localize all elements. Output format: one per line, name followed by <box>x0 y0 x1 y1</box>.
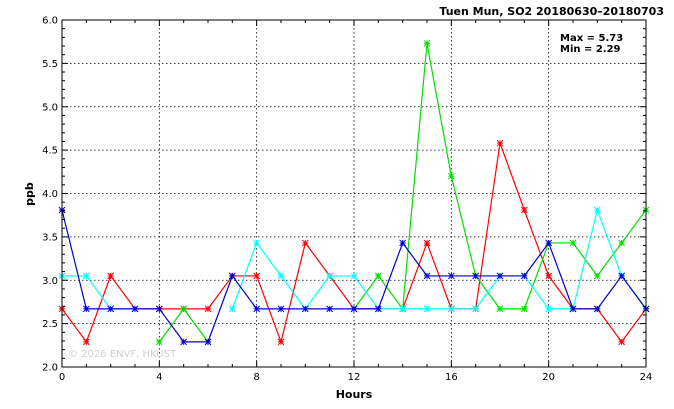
data-point-marker <box>374 272 382 280</box>
data-point-marker <box>618 239 626 247</box>
data-point-marker <box>155 305 163 313</box>
data-point-marker <box>107 272 115 280</box>
data-point-marker <box>131 305 139 313</box>
y-tick-label: 4.0 <box>42 189 58 200</box>
data-point-marker <box>447 305 455 313</box>
data-point-marker <box>253 272 261 280</box>
series-group <box>58 40 650 346</box>
series-4 <box>58 206 650 346</box>
data-point-marker <box>472 272 480 280</box>
x-axis-title: Hours <box>336 388 373 401</box>
data-point-marker <box>593 272 601 280</box>
data-point-marker <box>545 305 553 313</box>
watermark: © 2026 ENVF, HKUST <box>68 349 177 360</box>
data-point-marker <box>301 239 309 247</box>
data-point-marker <box>326 272 334 280</box>
max-annotation: Max = 5.73 <box>560 33 623 44</box>
data-point-marker <box>82 305 90 313</box>
series-line <box>62 275 135 310</box>
data-point-marker <box>204 338 212 346</box>
y-tick-label: 5.0 <box>42 102 58 113</box>
data-point-marker <box>496 272 504 280</box>
data-point-marker <box>180 338 188 346</box>
x-tick-label: 12 <box>348 372 361 383</box>
data-point-marker <box>277 272 285 280</box>
data-point-marker <box>399 239 407 247</box>
data-point-marker <box>569 239 577 247</box>
data-point-marker <box>204 305 212 313</box>
y-axis-title: ppb <box>23 182 36 206</box>
axis-ticks: 0 4 8 12 16 20 24 2.0 2.5 3.0 3.5 4.0 4.5 5.0 5.5 6.0 <box>42 16 652 384</box>
x-tick-label: 24 <box>640 372 653 383</box>
y-tick-label: 5.5 <box>42 59 58 70</box>
data-point-marker <box>618 272 626 280</box>
data-point-marker <box>82 272 90 280</box>
data-point-marker <box>423 40 431 47</box>
data-point-marker <box>253 239 261 247</box>
data-point-marker <box>326 305 334 313</box>
data-point-marker <box>399 305 407 313</box>
data-point-marker <box>155 338 163 346</box>
data-point-marker <box>423 305 431 313</box>
y-tick-label: 3.0 <box>42 276 58 287</box>
data-point-marker <box>301 305 309 313</box>
data-point-marker <box>82 338 90 346</box>
data-point-marker <box>472 305 480 313</box>
data-point-marker <box>447 172 455 180</box>
y-tick-label: 6.0 <box>42 16 58 27</box>
data-point-marker <box>228 305 236 313</box>
data-point-marker <box>593 305 601 313</box>
data-point-marker <box>228 272 236 280</box>
data-point-marker <box>350 272 358 280</box>
data-point-marker <box>618 338 626 346</box>
data-point-marker <box>180 305 188 313</box>
data-point-marker <box>520 305 528 313</box>
data-point-marker <box>423 239 431 247</box>
data-point-marker <box>447 272 455 280</box>
data-point-marker <box>496 139 504 147</box>
data-point-marker <box>520 272 528 280</box>
x-tick-label: 4 <box>156 372 162 383</box>
y-tick-label: 3.5 <box>42 232 58 243</box>
x-tick-label: 16 <box>445 372 458 383</box>
x-tick-label: 8 <box>253 372 259 383</box>
data-point-marker <box>107 305 115 313</box>
data-point-marker <box>496 305 504 313</box>
data-point-marker <box>520 206 528 214</box>
data-point-marker <box>277 338 285 346</box>
data-point-marker <box>423 272 431 280</box>
series-line <box>353 43 647 311</box>
series-line <box>158 307 209 343</box>
data-point-marker <box>593 206 601 214</box>
data-point-marker <box>350 305 358 313</box>
y-tick-label: 2.0 <box>42 363 58 374</box>
x-tick-label: 0 <box>59 372 65 383</box>
data-point-marker <box>374 305 382 313</box>
y-tick-label: 4.5 <box>42 146 58 157</box>
x-tick-label: 20 <box>542 372 555 383</box>
chart-title: Tuen Mun, SO2 20180630–20180703 <box>439 5 664 18</box>
data-point-marker <box>545 239 553 247</box>
data-point-marker <box>545 272 553 280</box>
data-point-marker <box>253 305 261 313</box>
series-line <box>231 207 647 310</box>
data-point-marker <box>277 305 285 313</box>
min-annotation: Min = 2.29 <box>560 44 621 55</box>
grid-lines <box>62 20 646 367</box>
data-point-marker <box>569 305 577 313</box>
y-tick-label: 2.5 <box>42 319 58 330</box>
